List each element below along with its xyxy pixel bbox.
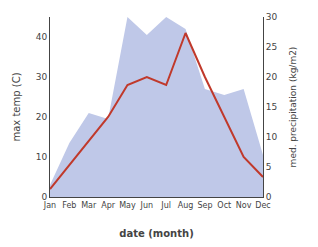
svg-text:0: 0 <box>41 192 47 202</box>
svg-text:date (month): date (month) <box>119 228 193 239</box>
svg-text:Oct: Oct <box>217 201 231 210</box>
svg-text:30: 30 <box>36 72 48 82</box>
svg-text:Nov: Nov <box>236 201 252 210</box>
svg-text:40: 40 <box>36 32 48 42</box>
svg-text:10: 10 <box>36 152 48 162</box>
svg-text:30: 30 <box>266 12 278 22</box>
svg-text:Mar: Mar <box>81 201 97 210</box>
svg-text:15: 15 <box>266 102 277 112</box>
svg-text:Jun: Jun <box>140 201 154 210</box>
svg-text:20: 20 <box>266 72 278 82</box>
svg-text:May: May <box>119 201 136 210</box>
svg-text:10: 10 <box>266 132 278 142</box>
svg-text:Sep: Sep <box>197 201 212 210</box>
svg-text:med. precipitation (kg/m2): med. precipitation (kg/m2) <box>288 47 298 168</box>
svg-text:20: 20 <box>36 112 48 122</box>
svg-text:Apr: Apr <box>101 201 116 210</box>
svg-text:Aug: Aug <box>178 201 194 210</box>
svg-text:Jan: Jan <box>43 201 56 210</box>
svg-text:0: 0 <box>266 192 272 202</box>
svg-text:5: 5 <box>266 162 272 172</box>
svg-text:max temp (C): max temp (C) <box>11 72 22 141</box>
svg-text:Dec: Dec <box>255 201 270 210</box>
svg-text:Feb: Feb <box>62 201 76 210</box>
svg-text:25: 25 <box>266 42 277 52</box>
svg-text:Jul: Jul <box>160 201 171 210</box>
